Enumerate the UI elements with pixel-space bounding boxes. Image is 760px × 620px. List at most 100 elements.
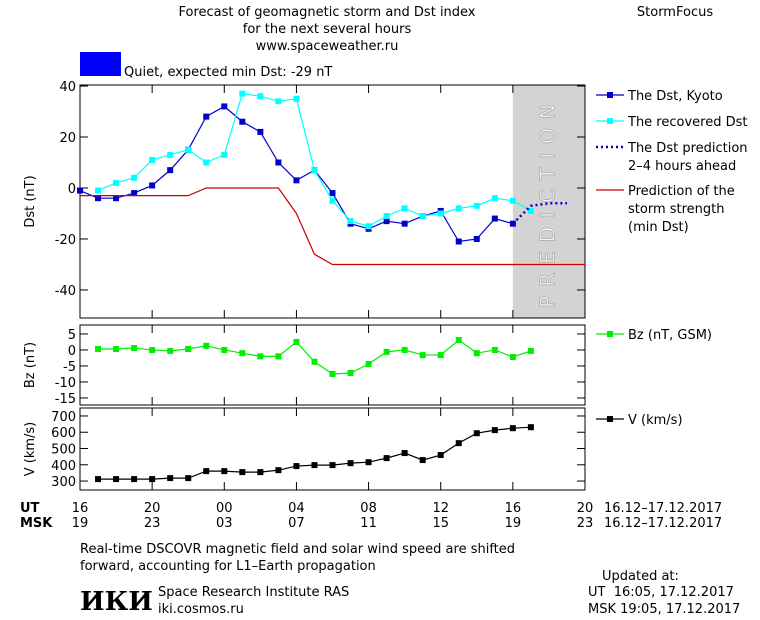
point: [95, 346, 102, 352]
point: [95, 476, 102, 483]
legend-label: Bz (nT, GSM): [628, 328, 712, 343]
point: [329, 190, 336, 197]
brand: StormFocus: [637, 5, 713, 20]
point: [203, 468, 210, 475]
x-row-label: UT: [20, 501, 40, 516]
point: [77, 187, 83, 194]
point: [455, 205, 462, 212]
point: [131, 476, 138, 483]
y-axis-label: Dst (nT): [23, 175, 38, 227]
point: [437, 210, 444, 217]
x-tick-label: 23: [144, 516, 161, 531]
legend-label: Prediction of the: [628, 184, 735, 199]
legend-label: (min Dst): [628, 220, 689, 235]
legend-swatch: [607, 416, 613, 422]
point: [275, 353, 282, 360]
point: [239, 118, 246, 125]
y-tick-label: -10: [55, 376, 76, 391]
y-tick-label: 40: [59, 80, 76, 95]
point: [185, 346, 192, 352]
point: [203, 159, 210, 166]
y-tick-label: 20: [59, 131, 76, 146]
legend-label: storm strength: [628, 202, 725, 217]
point: [293, 338, 300, 345]
point: [221, 151, 228, 158]
legend-label: V (km/s): [628, 413, 683, 428]
point: [365, 361, 372, 368]
legend-label: 2–4 hours ahead: [628, 159, 736, 174]
legend-label: The Dst prediction: [627, 141, 748, 156]
point: [437, 452, 444, 459]
x-range-label: 16.12–17.12.2017: [604, 516, 722, 531]
point: [167, 347, 174, 354]
point: [239, 350, 246, 357]
point: [185, 475, 192, 482]
point: [221, 468, 228, 475]
point: [455, 238, 462, 245]
point: [365, 223, 372, 230]
point: [149, 346, 156, 353]
legend-swatch: [607, 118, 613, 124]
x-row-label: MSK: [20, 516, 53, 531]
point: [347, 370, 354, 376]
point: [491, 215, 498, 222]
x-tick-label: 04: [288, 501, 305, 516]
y-tick-label: 300: [51, 475, 76, 490]
point: [257, 93, 264, 100]
point: [113, 195, 120, 202]
point: [509, 425, 516, 432]
y-tick-label: 0: [68, 344, 76, 359]
footer-note: forward, accounting for L1–Earth propaga…: [80, 559, 376, 574]
prediction-label: PREDICTION: [535, 95, 559, 308]
x-tick-label: 19: [505, 516, 522, 531]
point: [257, 128, 264, 135]
x-tick-label: 00: [216, 501, 233, 516]
point: [257, 469, 264, 476]
legend-label: The recovered Dst: [627, 115, 747, 130]
point: [257, 353, 264, 360]
y-tick-label: 400: [51, 459, 76, 474]
logo: ИКИ: [80, 587, 153, 617]
y-tick-label: 500: [51, 443, 76, 458]
point: [131, 174, 138, 181]
title-line: Forecast of geomagnetic storm and Dst in…: [178, 5, 475, 20]
title-line: for the next several hours: [243, 22, 412, 37]
x-tick-label: 20: [144, 501, 161, 516]
point: [491, 427, 498, 434]
institute: Space Research Institute RAS: [158, 585, 349, 600]
point: [347, 460, 354, 467]
point: [311, 358, 318, 365]
point: [311, 462, 318, 469]
point: [401, 346, 408, 353]
point: [509, 354, 516, 360]
legend-swatch: [607, 92, 613, 98]
point: [527, 424, 534, 431]
updated: UT 16:05, 17.12.2017: [588, 585, 734, 600]
plot-frame: [79, 84, 586, 319]
point: [401, 220, 408, 227]
y-axis-label: Bz (nT): [23, 342, 38, 388]
x-tick-label: 03: [216, 516, 233, 531]
point: [275, 467, 282, 474]
x-tick-label: 23: [577, 516, 594, 531]
point: [185, 146, 192, 153]
legend-swatch: [607, 331, 613, 337]
point: [383, 455, 390, 462]
y-tick-label: 700: [51, 410, 76, 425]
point: [95, 195, 102, 202]
point: [95, 187, 102, 194]
point: [203, 342, 210, 349]
point: [491, 195, 498, 202]
point: [239, 90, 246, 97]
point: [329, 462, 336, 469]
point: [221, 103, 228, 110]
point: [275, 98, 282, 105]
point: [329, 370, 336, 377]
point: [509, 197, 516, 204]
point: [293, 95, 300, 102]
y-tick-label: -15: [55, 392, 76, 407]
point: [473, 430, 480, 437]
point: [203, 113, 210, 120]
point: [167, 475, 174, 482]
point: [419, 457, 426, 464]
